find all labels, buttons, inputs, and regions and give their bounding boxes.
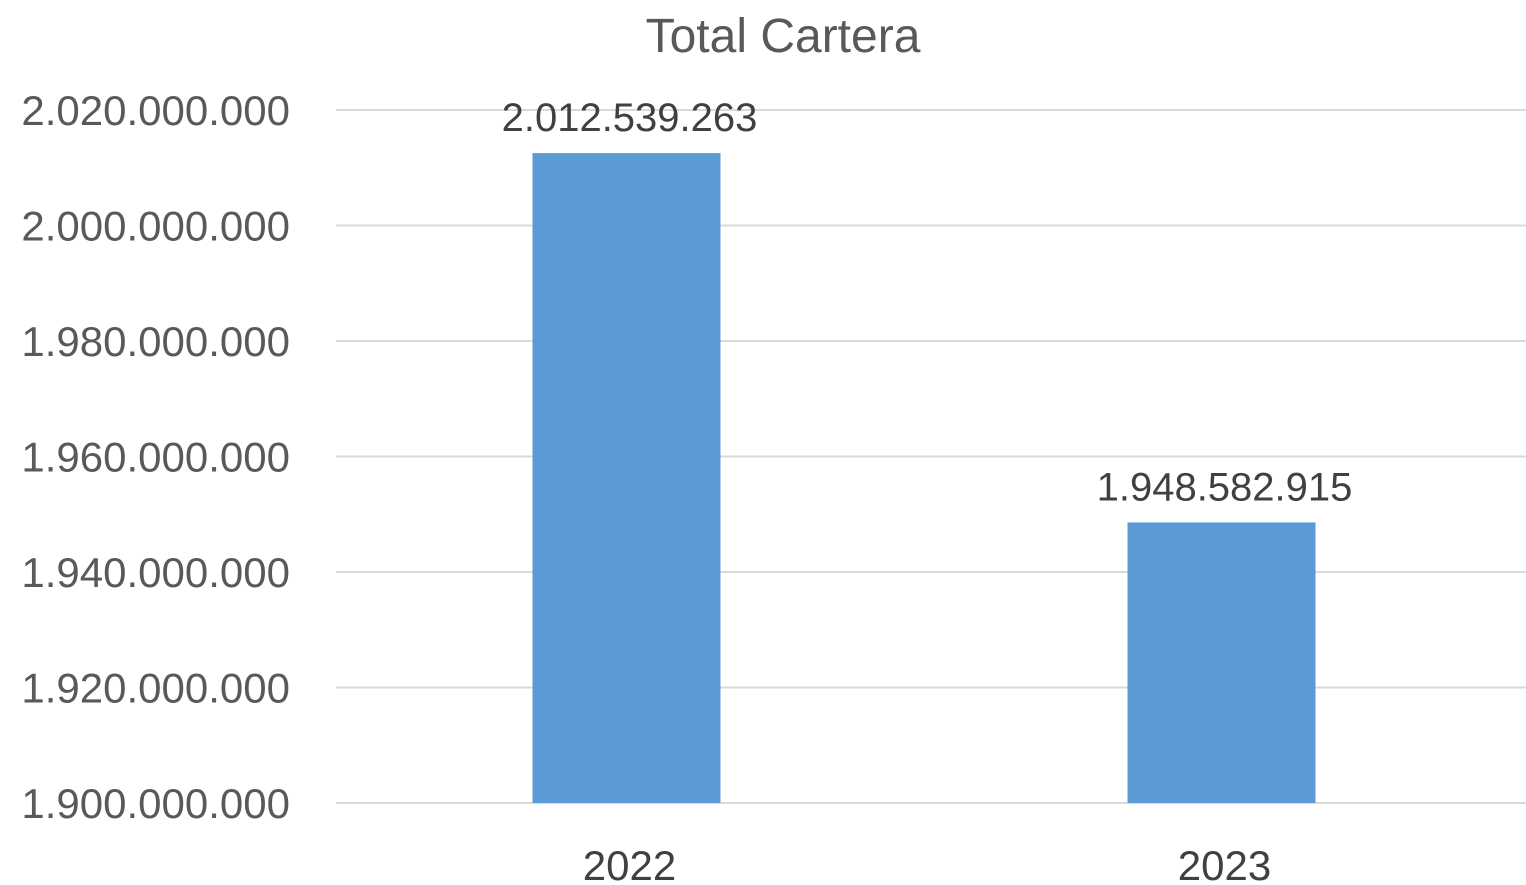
bars <box>532 153 1316 803</box>
data-labels: 2.012.539.263 1.948.582.915 <box>502 96 1353 509</box>
y-tick-label: 1.920.000.000 <box>21 665 290 712</box>
x-category-label-2022: 2022 <box>583 842 676 885</box>
y-tick-label: 2.020.000.000 <box>21 87 290 134</box>
chart-title: Total Cartera <box>646 10 921 63</box>
y-tick-label: 1.940.000.000 <box>21 549 290 596</box>
y-tick-label: 1.980.000.000 <box>21 318 290 365</box>
bar-2023 <box>1127 522 1316 803</box>
data-label-2022: 2.012.539.263 <box>502 96 758 140</box>
y-tick-label: 2.000.000.000 <box>21 203 290 250</box>
y-axis-tick-labels: 1.900.000.000 1.920.000.000 1.940.000.000 1… <box>21 87 290 827</box>
x-category-label-2023: 2023 <box>1178 842 1271 885</box>
gridlines <box>336 109 1526 804</box>
x-axis-category-labels: 2022 2023 <box>583 842 1271 885</box>
y-tick-label: 1.960.000.000 <box>21 434 290 481</box>
y-tick-label: 1.900.000.000 <box>21 780 290 827</box>
bar-2022 <box>532 153 721 803</box>
data-label-2023: 1.948.582.915 <box>1097 465 1353 509</box>
